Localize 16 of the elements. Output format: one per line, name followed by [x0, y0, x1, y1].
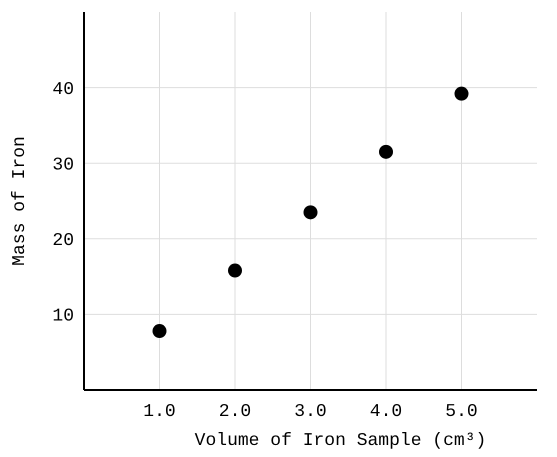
y-tick-label: 30 [52, 156, 74, 176]
x-tick-label: 5.0 [445, 402, 478, 422]
x-axis-title: Volume of Iron Sample (cm³) [194, 431, 486, 451]
y-tick-label: 10 [52, 306, 74, 327]
x-tick-label: 1.0 [143, 402, 176, 422]
point [304, 205, 318, 220]
x-tick-label: 4.0 [370, 402, 402, 422]
point [228, 264, 242, 278]
y-axis-title: Mass of Iron [10, 136, 30, 266]
y-tick-label: 40 [52, 80, 74, 100]
x-tick-label: 3.0 [294, 402, 327, 422]
point [152, 324, 166, 338]
point [379, 144, 393, 159]
y-tick-label: 20 [52, 231, 74, 252]
x-tick-label: 2.0 [218, 402, 252, 422]
point [454, 86, 468, 101]
